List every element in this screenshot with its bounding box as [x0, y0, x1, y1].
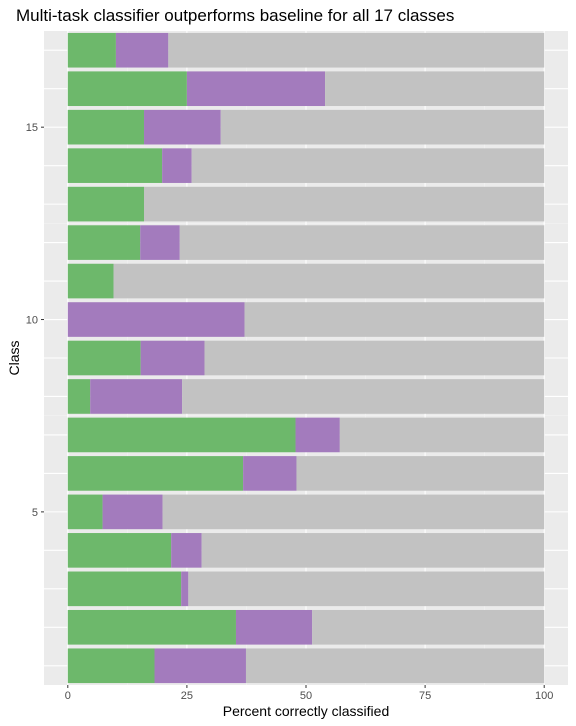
bar-segment: [67, 109, 145, 145]
bar-segment: [154, 648, 246, 684]
bar-segment: [191, 148, 545, 183]
bar-segment: [245, 648, 545, 684]
bar-segment: [243, 456, 297, 491]
bar-segment: [67, 648, 155, 684]
bar-segment: [67, 186, 145, 222]
bar-segment: [220, 109, 545, 145]
bar-segment: [67, 494, 103, 530]
bar-segment: [113, 263, 545, 299]
bar-segment: [115, 32, 169, 68]
bar-segment: [182, 379, 545, 414]
x-tick-label: 0: [65, 690, 71, 702]
bar-segment: [244, 302, 545, 337]
bar-segment: [312, 609, 545, 645]
bar-segment: [204, 340, 545, 376]
bar-segment: [162, 494, 545, 530]
bar-segment: [140, 225, 180, 260]
bar-segment: [67, 263, 114, 299]
bar-segment: [296, 456, 545, 491]
x-axis-title: Percent correctly classified: [223, 703, 390, 719]
bar-segment: [90, 379, 183, 414]
x-tick-label: 50: [300, 690, 312, 702]
x-tick-label: 25: [181, 690, 193, 702]
bar-segment: [188, 571, 545, 607]
bar-segment: [339, 417, 545, 453]
bar-segment: [162, 148, 192, 183]
bar-segment: [144, 186, 545, 222]
bar-segment: [67, 609, 236, 645]
bar-segment: [140, 340, 205, 376]
bar-segment: [144, 109, 221, 145]
bars: [67, 32, 545, 684]
bar-segment: [67, 533, 172, 568]
bar-segment: [295, 417, 340, 453]
bar-segment: [181, 571, 189, 607]
bar-segment: [67, 225, 141, 260]
bar-segment: [171, 533, 202, 568]
y-tick-label: 5: [32, 507, 38, 519]
bar-segment: [67, 571, 182, 607]
x-axis: 0 25 50 75 100: [65, 685, 553, 702]
bar-segment: [67, 340, 141, 376]
bar-segment: [186, 71, 326, 107]
bar-segment: [67, 302, 245, 337]
bar-segment: [102, 494, 163, 530]
chart-title: Multi-task classifier outperforms baseli…: [16, 6, 454, 25]
bar-segment: [67, 379, 91, 414]
bar-segment: [201, 533, 545, 568]
bar-segment: [67, 456, 244, 491]
y-tick-label: 10: [26, 315, 38, 327]
bar-segment: [67, 32, 116, 68]
bar-segment: [325, 71, 545, 107]
bar-segment: [235, 609, 313, 645]
y-axis-title: Class: [6, 340, 22, 375]
bar-segment: [67, 148, 163, 183]
bar-segment: [67, 417, 296, 453]
y-tick-label: 15: [26, 122, 38, 134]
bar-segment: [168, 32, 545, 68]
y-axis: 5 10 15: [26, 122, 44, 519]
bar-segment: [179, 225, 545, 260]
x-tick-label: 75: [419, 690, 431, 702]
bar-segment: [67, 71, 187, 107]
x-tick-label: 100: [535, 690, 553, 702]
